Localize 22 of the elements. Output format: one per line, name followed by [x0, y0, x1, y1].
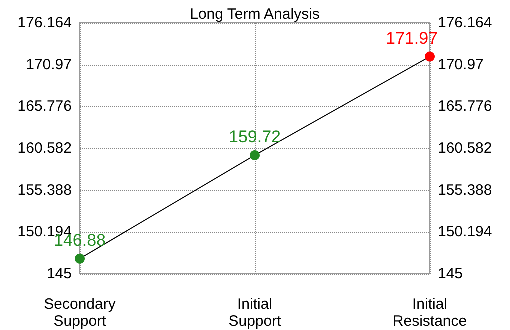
y-tick-label: 170.97 [26, 56, 72, 74]
y2-tick-label: 170.97 [438, 56, 484, 74]
point [250, 150, 260, 160]
y-tick-label: 160.582 [18, 140, 72, 157]
y-tick-label: 145 [46, 266, 72, 282]
point [75, 254, 85, 264]
y2-tick-label: 145 [438, 266, 464, 282]
data-label: 171.97 [386, 28, 438, 48]
y2-tick-label: 176.164 [438, 14, 492, 32]
x-tick-label: Secondary Support [44, 296, 116, 330]
y2-tick-label: 150.194 [438, 224, 492, 241]
y-tick-label: 176.164 [18, 14, 72, 32]
x-tick-label: Initial Support [228, 296, 282, 330]
data-label: 159.72 [229, 127, 281, 146]
y-tick-label: 165.776 [18, 98, 72, 116]
x-tick-label: Initial Resistance [392, 296, 468, 330]
point [425, 52, 435, 62]
y2-tick-label: 160.582 [438, 140, 492, 157]
chart-title: Long Term Analysis [190, 6, 320, 23]
y2-tick-label: 155.388 [438, 182, 492, 199]
y-tick-label: 155.388 [18, 182, 72, 199]
y2-tick-label: 165.776 [438, 98, 492, 116]
